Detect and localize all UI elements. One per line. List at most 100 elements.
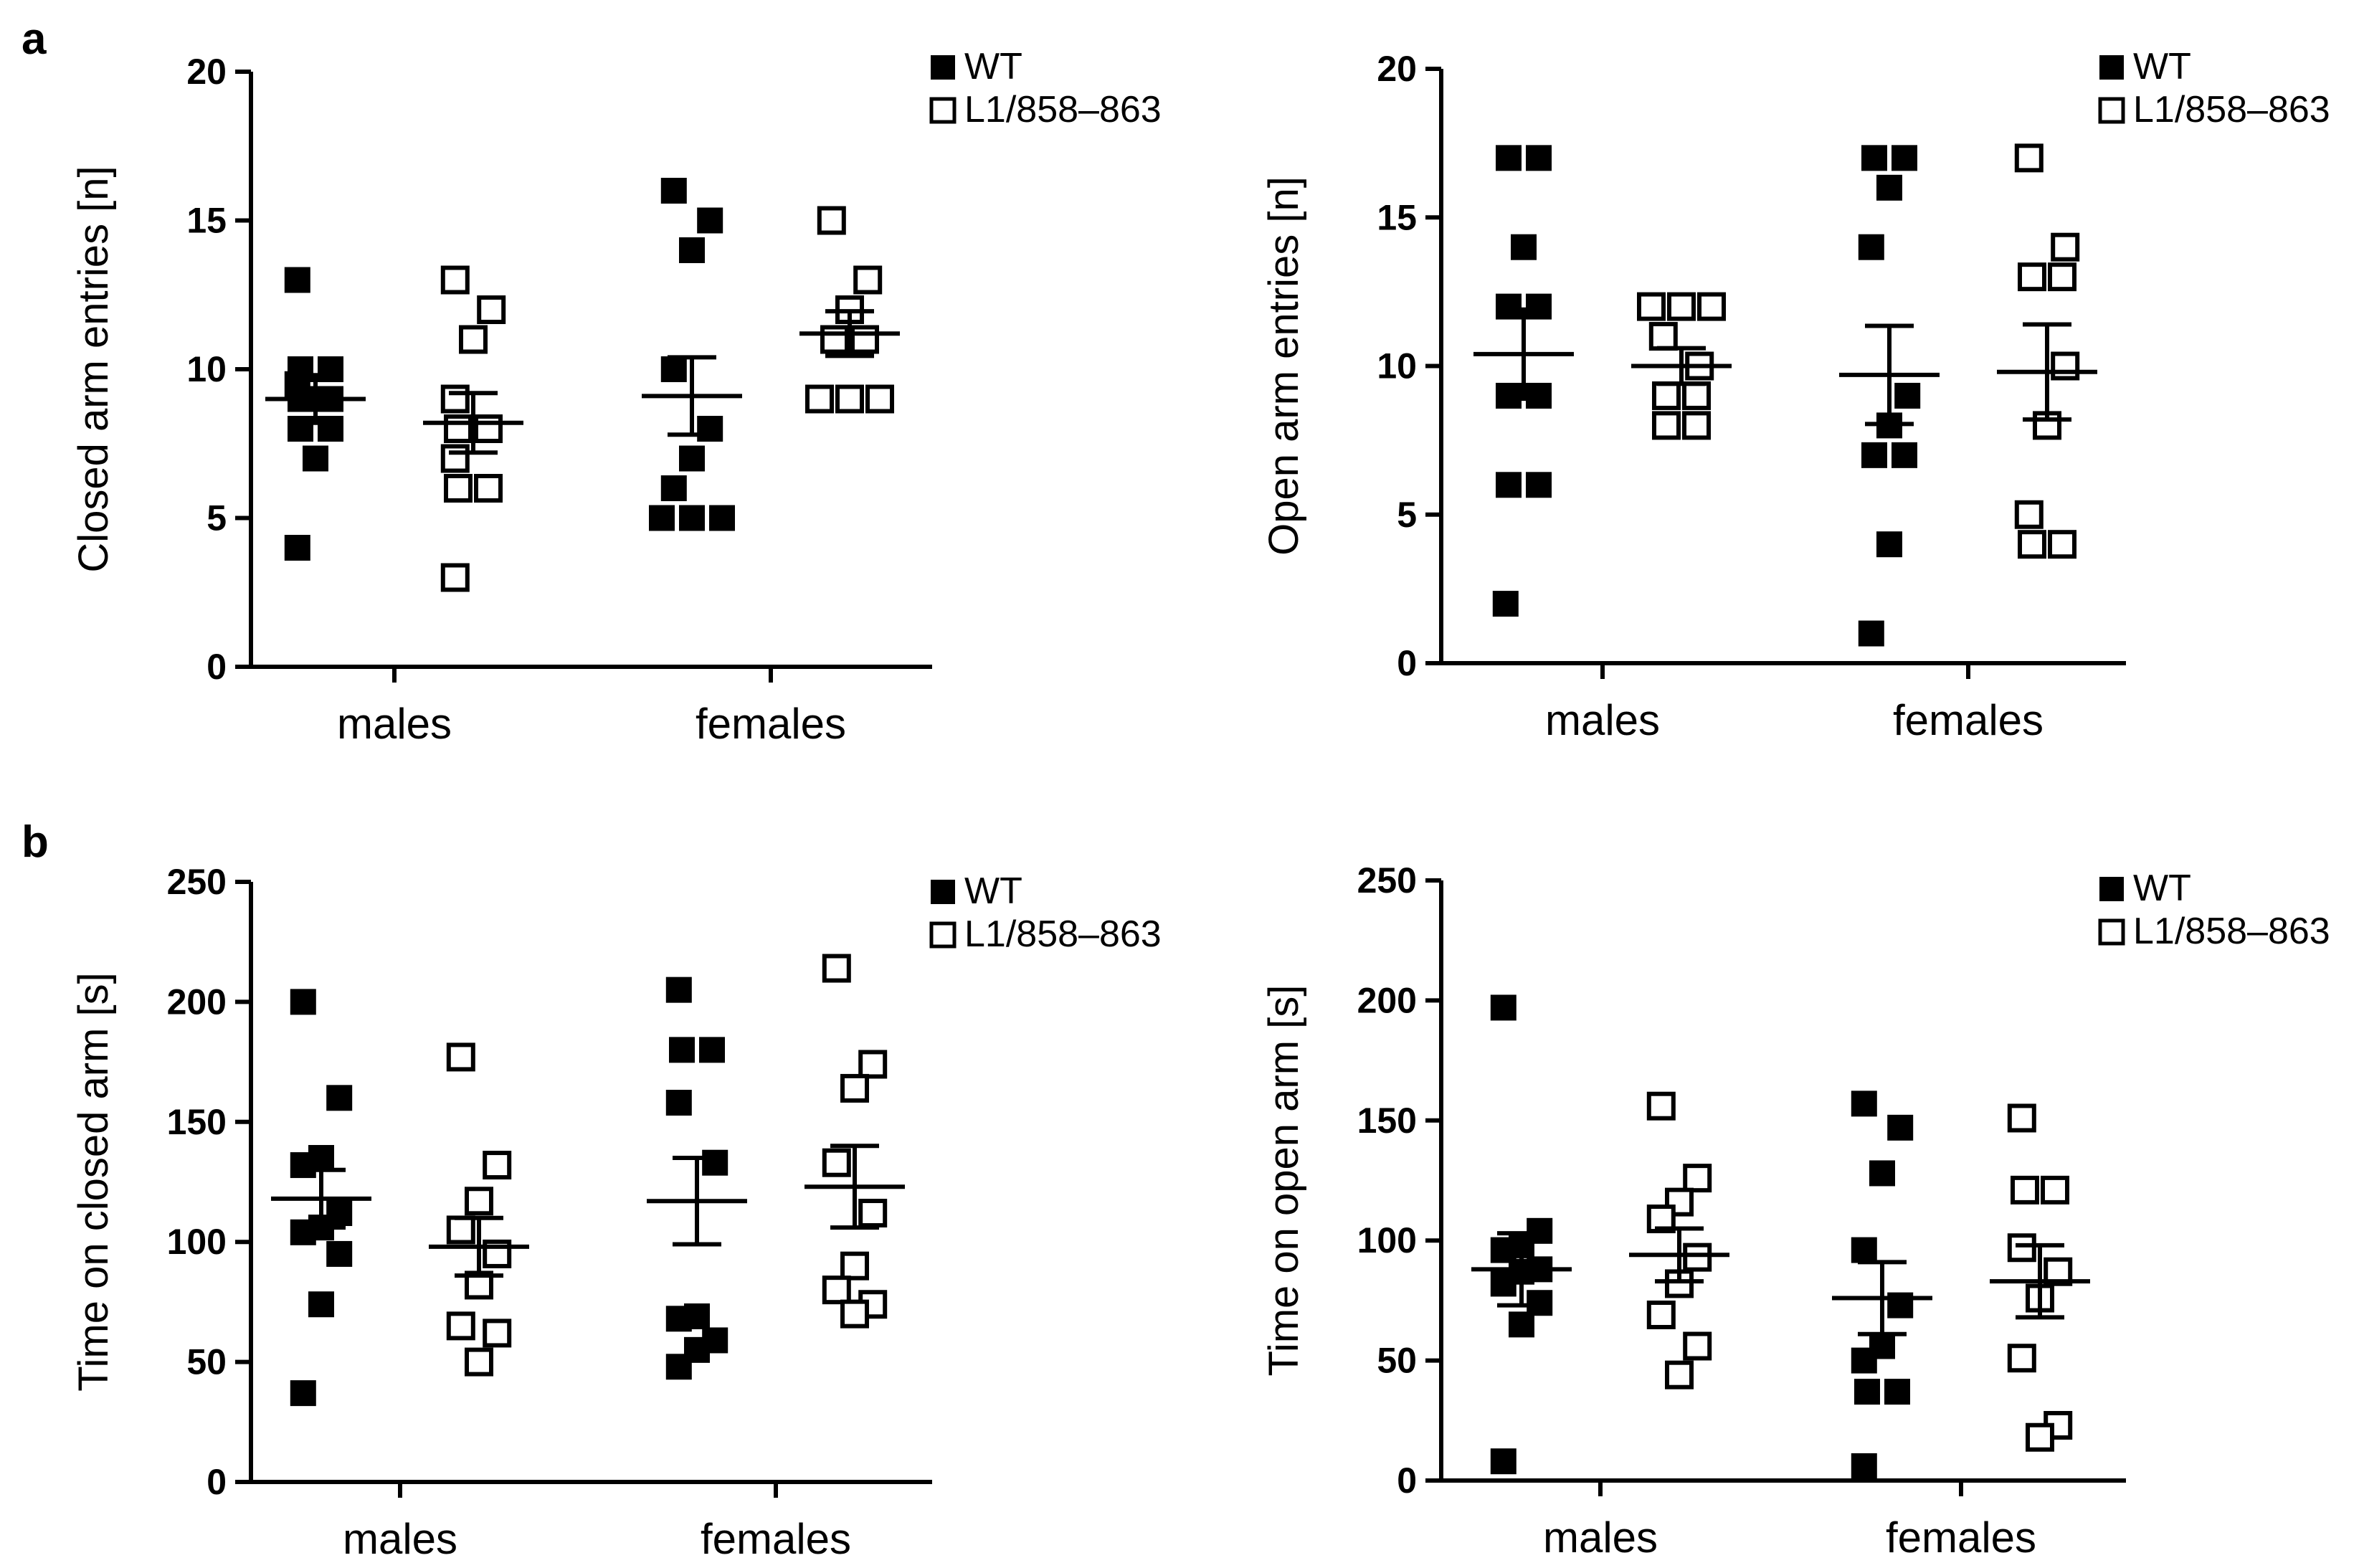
data-point-wt xyxy=(290,989,316,1015)
data-point-wt xyxy=(1490,1448,1516,1475)
data-point-wt xyxy=(1496,293,1522,320)
data-point-wt xyxy=(660,356,687,382)
data-point-mutant xyxy=(1697,292,1726,321)
data-point-mutant xyxy=(1683,1242,1712,1272)
legend-marker-mutant xyxy=(2098,97,2125,124)
data-point-mutant xyxy=(2018,262,2046,292)
y-tick-label: 250 xyxy=(167,862,227,902)
x-tick-label: males xyxy=(337,700,452,748)
data-point-wt xyxy=(290,1152,316,1179)
data-point-wt xyxy=(1526,145,1552,171)
data-point-wt xyxy=(1884,1379,1910,1405)
data-point-wt xyxy=(1861,442,1887,468)
data-point-wt xyxy=(318,356,343,382)
data-point-wt xyxy=(1526,472,1552,498)
legend-entry: WT xyxy=(964,46,1022,87)
legend-marker-wt xyxy=(2099,55,2124,80)
data-point-wt xyxy=(308,1291,334,1318)
data-point-mutant xyxy=(2051,232,2080,262)
y-tick-label: 50 xyxy=(1377,1341,1417,1381)
data-point-wt xyxy=(1892,442,1917,468)
data-point-wt xyxy=(326,1240,353,1267)
legend-entry: WT xyxy=(2133,46,2191,87)
legend-marker-mutant xyxy=(929,921,957,949)
data-point-mutant xyxy=(840,1251,869,1280)
data-point-wt xyxy=(1496,145,1522,171)
data-point-mutant xyxy=(446,1215,475,1245)
data-point-wt xyxy=(1861,145,1887,171)
data-point-mutant xyxy=(474,414,503,443)
legend-entry: WT xyxy=(2133,868,2191,909)
data-point-wt xyxy=(665,977,692,1003)
data-point-mutant xyxy=(2041,1175,2069,1204)
chart-2: 0 50 100 150 200 250 males females Time on close… xyxy=(70,862,1162,1563)
data-point-mutant xyxy=(2007,1344,2036,1373)
data-point-mutant xyxy=(1646,1300,1676,1329)
data-point-mutant xyxy=(1652,381,1681,410)
data-point-mutant xyxy=(2014,143,2044,173)
data-point-wt xyxy=(660,475,687,501)
data-point-mutant xyxy=(1652,411,1681,440)
data-point-mutant xyxy=(858,1050,888,1079)
data-point-mutant xyxy=(446,1042,475,1072)
legend-marker-wt xyxy=(931,880,955,904)
y-tick-label: 5 xyxy=(1397,495,1417,535)
data-point-mutant xyxy=(858,1199,888,1228)
panel-letter-a: a xyxy=(22,14,47,64)
data-point-mutant xyxy=(459,325,488,354)
data-point-mutant xyxy=(440,444,470,473)
data-point-mutant xyxy=(2051,351,2080,381)
data-point-wt xyxy=(660,178,687,204)
data-point-wt xyxy=(1858,234,1884,260)
data-point-wt xyxy=(1851,1091,1877,1117)
chart-3: 0 50 100 150 200 250 males females Time on open … xyxy=(1261,860,2330,1562)
data-point-mutant xyxy=(444,414,473,443)
data-point-wt xyxy=(702,1149,728,1176)
data-point-mutant xyxy=(1683,1331,1712,1361)
y-tick-label: 15 xyxy=(1377,197,1417,237)
y-tick-label: 0 xyxy=(1397,1460,1417,1501)
data-point-wt xyxy=(1858,620,1884,647)
data-point-mutant xyxy=(474,474,503,503)
legend-entry: WT xyxy=(964,870,1022,912)
data-point-mutant xyxy=(1682,381,1711,410)
data-point-mutant xyxy=(2007,1103,2036,1133)
data-point-mutant xyxy=(1637,292,1666,321)
data-point-wt xyxy=(288,416,313,442)
data-point-mutant xyxy=(2007,1233,2036,1263)
data-point-wt xyxy=(1490,1237,1516,1263)
data-point-mutant xyxy=(2018,530,2046,559)
y-tick-label: 100 xyxy=(1357,1220,1417,1260)
data-point-wt xyxy=(1490,1270,1516,1297)
data-point-mutant xyxy=(2011,1175,2039,1204)
charts-container: 0 5 10 15 20 males females Closed arm entries [… xyxy=(70,46,2330,1563)
y-tick-label: 5 xyxy=(207,498,227,538)
data-point-mutant xyxy=(817,206,846,235)
y-tick-label: 0 xyxy=(207,1462,227,1502)
legend-entry: L1/858–863 xyxy=(2133,89,2330,130)
data-point-wt xyxy=(669,1037,695,1063)
y-tick-label: 0 xyxy=(207,647,227,687)
data-point-wt xyxy=(679,237,705,263)
data-point-wt xyxy=(699,1037,725,1063)
data-point-wt xyxy=(1851,1453,1877,1479)
data-point-mutant xyxy=(1682,411,1711,440)
y-tick-label: 200 xyxy=(1357,980,1417,1020)
data-point-wt xyxy=(709,505,735,531)
legend-entry: L1/858–863 xyxy=(964,89,1162,130)
legend-entry: L1/858–863 xyxy=(964,913,1162,955)
y-tick-label: 10 xyxy=(1377,346,1417,386)
data-point-wt xyxy=(1490,994,1516,1021)
y-tick-label: 20 xyxy=(1377,49,1417,89)
data-point-wt xyxy=(665,1090,692,1116)
data-point-mutant xyxy=(805,384,834,414)
data-point-mutant xyxy=(440,265,470,295)
data-point-wt xyxy=(1869,1160,1895,1187)
legend-entry: L1/858–863 xyxy=(2133,911,2330,952)
y-axis-label: Closed arm entries [n] xyxy=(70,166,117,572)
data-point-mutant xyxy=(835,384,864,414)
data-point-wt xyxy=(303,445,328,472)
